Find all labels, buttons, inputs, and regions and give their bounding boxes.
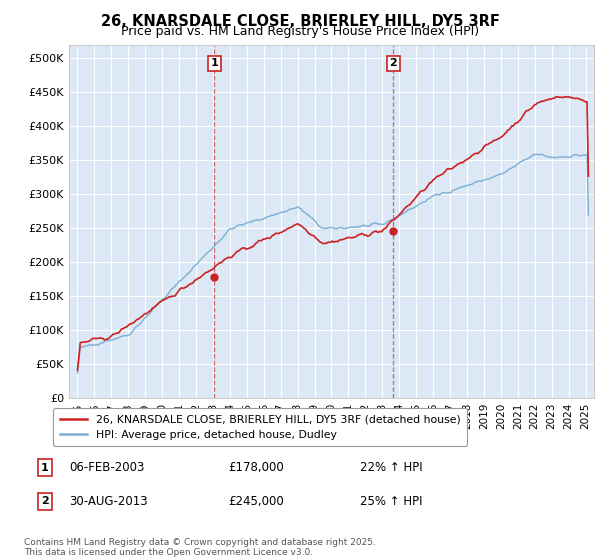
Text: 25% ↑ HPI: 25% ↑ HPI [360,494,422,508]
Legend: 26, KNARSDALE CLOSE, BRIERLEY HILL, DY5 3RF (detached house), HPI: Average price: 26, KNARSDALE CLOSE, BRIERLEY HILL, DY5 … [53,408,467,446]
Text: 2: 2 [41,496,49,506]
Text: 26, KNARSDALE CLOSE, BRIERLEY HILL, DY5 3RF: 26, KNARSDALE CLOSE, BRIERLEY HILL, DY5 … [101,14,499,29]
Text: 1: 1 [41,463,49,473]
Text: 1: 1 [211,58,218,68]
Text: 06-FEB-2003: 06-FEB-2003 [69,461,145,474]
Text: Price paid vs. HM Land Registry's House Price Index (HPI): Price paid vs. HM Land Registry's House … [121,25,479,38]
Text: £245,000: £245,000 [228,494,284,508]
Text: 2: 2 [389,58,397,68]
Text: 30-AUG-2013: 30-AUG-2013 [69,494,148,508]
Text: Contains HM Land Registry data © Crown copyright and database right 2025.
This d: Contains HM Land Registry data © Crown c… [24,538,376,557]
Text: 22% ↑ HPI: 22% ↑ HPI [360,461,422,474]
Text: £178,000: £178,000 [228,461,284,474]
